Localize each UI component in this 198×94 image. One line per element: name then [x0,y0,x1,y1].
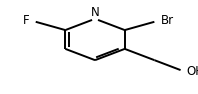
Text: F: F [23,14,30,27]
Text: OH: OH [186,65,198,78]
Text: Br: Br [160,14,173,27]
Text: N: N [91,6,99,19]
